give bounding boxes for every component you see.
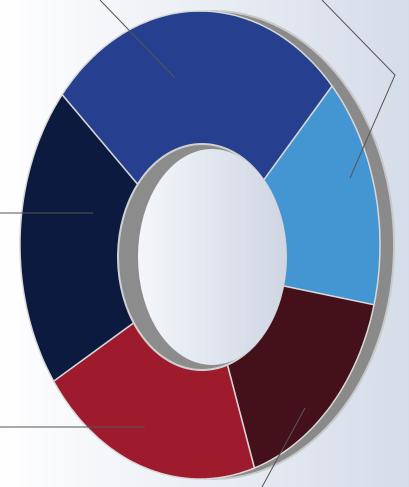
leader-line [261,407,306,487]
donut [19,10,381,480]
leader-line [321,0,396,179]
leader-lines [0,0,396,487]
leader-line [99,0,176,79]
hole [138,149,286,365]
